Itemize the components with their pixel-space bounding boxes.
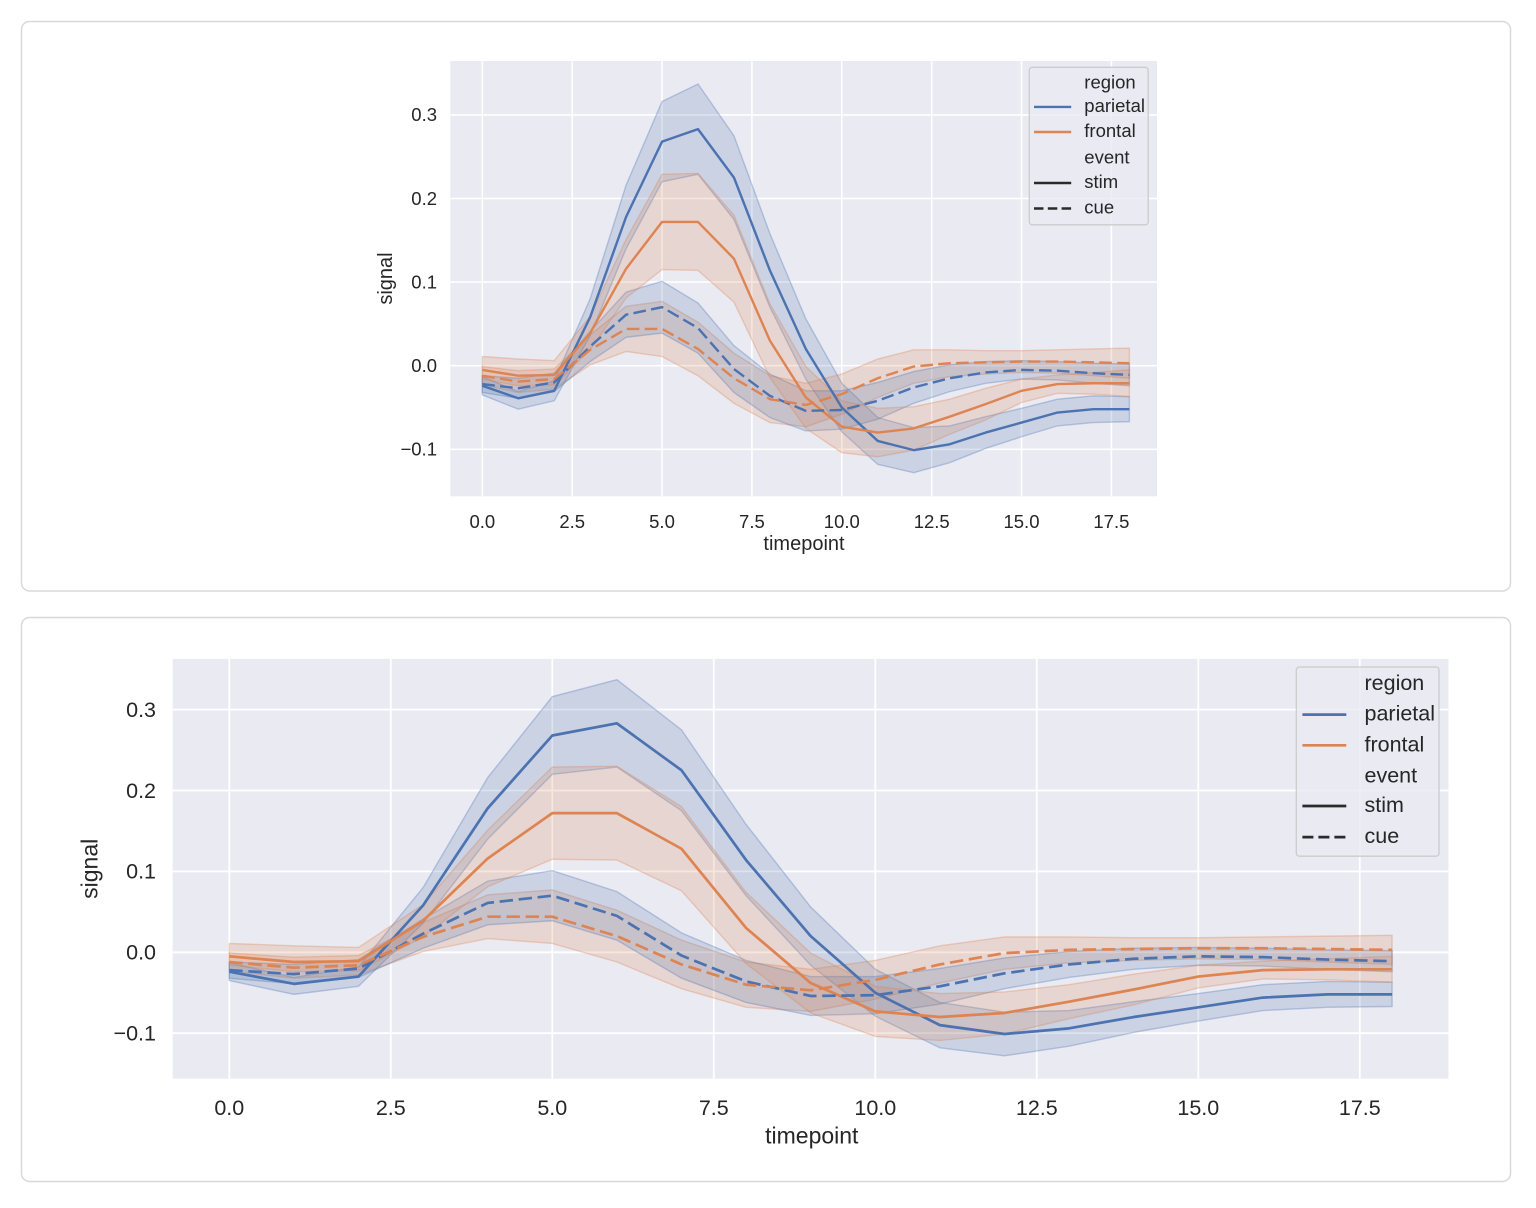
- svg-text:−0.1: −0.1: [400, 439, 437, 460]
- svg-text:15.0: 15.0: [1177, 1096, 1219, 1120]
- svg-text:17.5: 17.5: [1339, 1096, 1381, 1120]
- svg-text:frontal: frontal: [1365, 732, 1425, 756]
- svg-text:parietal: parietal: [1365, 702, 1436, 726]
- svg-text:17.5: 17.5: [1093, 511, 1129, 532]
- svg-text:12.5: 12.5: [1016, 1096, 1058, 1120]
- svg-text:cue: cue: [1365, 824, 1400, 848]
- svg-text:stim: stim: [1365, 793, 1404, 817]
- svg-text:signal: signal: [375, 252, 397, 304]
- svg-text:0.3: 0.3: [126, 698, 156, 722]
- svg-text:region: region: [1365, 671, 1425, 695]
- svg-text:0.0: 0.0: [411, 355, 437, 376]
- svg-text:timepoint: timepoint: [763, 533, 845, 555]
- svg-text:0.3: 0.3: [411, 104, 437, 125]
- svg-text:timepoint: timepoint: [765, 1123, 859, 1149]
- svg-text:7.5: 7.5: [699, 1096, 729, 1120]
- svg-text:event: event: [1365, 764, 1418, 788]
- svg-text:0.1: 0.1: [126, 860, 156, 884]
- svg-text:15.0: 15.0: [1003, 511, 1039, 532]
- svg-text:7.5: 7.5: [739, 511, 765, 532]
- svg-text:12.5: 12.5: [914, 511, 950, 532]
- svg-text:5.0: 5.0: [649, 511, 675, 532]
- svg-text:0.2: 0.2: [126, 779, 156, 803]
- svg-text:event: event: [1084, 147, 1129, 168]
- svg-text:0.0: 0.0: [214, 1096, 244, 1120]
- svg-text:frontal: frontal: [1084, 120, 1135, 141]
- svg-text:0.0: 0.0: [126, 941, 156, 965]
- svg-text:2.5: 2.5: [559, 511, 585, 532]
- svg-text:10.0: 10.0: [854, 1096, 896, 1120]
- svg-text:parietal: parietal: [1084, 95, 1145, 116]
- svg-text:2.5: 2.5: [376, 1096, 406, 1120]
- svg-text:−0.1: −0.1: [114, 1022, 156, 1046]
- svg-text:cue: cue: [1084, 197, 1114, 218]
- svg-text:region: region: [1084, 71, 1135, 92]
- svg-text:stim: stim: [1084, 171, 1118, 192]
- svg-text:signal: signal: [76, 839, 102, 899]
- svg-text:0.2: 0.2: [411, 188, 437, 209]
- svg-text:0.1: 0.1: [411, 271, 437, 292]
- svg-text:0.0: 0.0: [469, 511, 495, 532]
- svg-text:5.0: 5.0: [537, 1096, 567, 1120]
- svg-text:10.0: 10.0: [824, 511, 860, 532]
